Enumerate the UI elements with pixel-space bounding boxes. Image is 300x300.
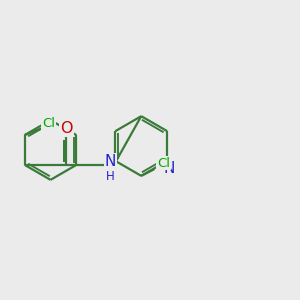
- Text: H: H: [106, 169, 115, 183]
- Text: Cl: Cl: [157, 157, 170, 169]
- Text: Cl: Cl: [42, 117, 55, 130]
- Text: N: N: [104, 154, 116, 169]
- Text: N: N: [164, 160, 175, 175]
- Text: O: O: [60, 121, 73, 136]
